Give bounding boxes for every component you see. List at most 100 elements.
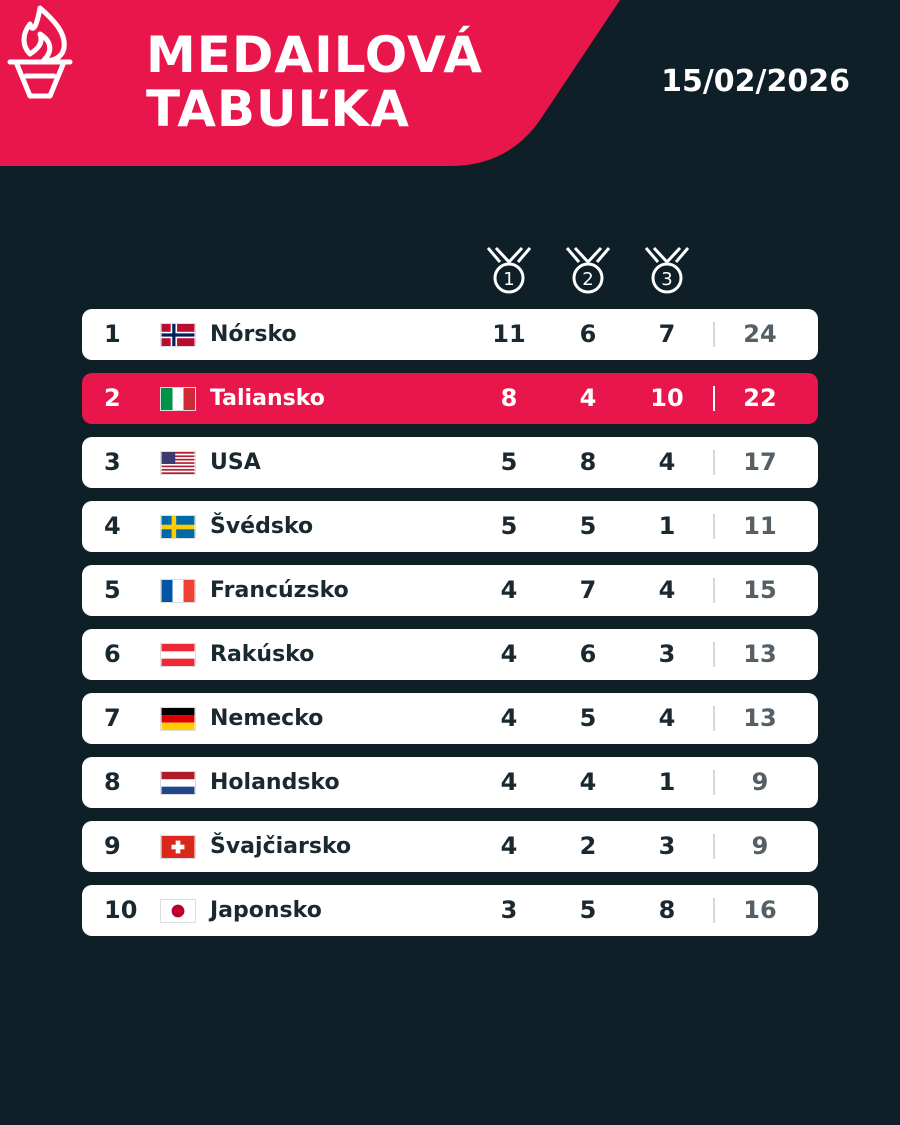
rank: 6 [104,640,121,668]
gold-count: 11 [492,320,526,348]
country-name: Nemecko [210,706,324,731]
table-row: 10 Japonsko 3 5 8 16 [82,885,818,936]
bronze-count: 10 [650,384,684,412]
bronze-count: 8 [658,896,676,924]
sweden-flag-icon [160,515,196,539]
separator [713,770,715,795]
silver-count: 4 [579,768,597,796]
silver-count: 8 [579,448,597,476]
silver-count: 5 [579,512,597,540]
separator [713,706,715,731]
france-flag-icon [160,579,196,603]
separator [713,514,715,539]
gold-count: 4 [500,832,518,860]
rank: 1 [104,320,121,348]
table-row: 8 Holandsko 4 4 1 9 [82,757,818,808]
gold-count: 4 [500,576,518,604]
country-name: USA [210,450,261,475]
country-name: Holandsko [210,770,340,795]
table-row: 9 Švajčiarsko 4 2 3 9 [82,821,818,872]
table-row: 5 Francúzsko 4 7 4 15 [82,565,818,616]
table-row: 7 Nemecko 4 5 4 13 [82,693,818,744]
separator [713,450,715,475]
silver-count: 6 [579,320,597,348]
bronze-count: 4 [658,448,676,476]
silver-medal-icon: 2 [565,246,611,294]
total-count: 13 [743,704,777,732]
rank: 9 [104,832,121,860]
usa-flag-icon [160,451,196,475]
bronze-count: 1 [658,512,676,540]
title-line-2: TABUĽKA [146,80,410,138]
rank: 4 [104,512,121,540]
title-line-1: MEDAILOVÁ [146,26,483,84]
silver-count: 5 [579,704,597,732]
separator [713,322,715,347]
total-count: 22 [743,384,777,412]
header-banner: MEDAILOVÁ TABUĽKA 15/02/2026 [0,0,900,170]
date-label: 15/02/2026 [661,64,850,99]
rank: 7 [104,704,121,732]
total-count: 13 [743,640,777,668]
separator [713,578,715,603]
silver-count: 4 [579,384,597,412]
rank: 8 [104,768,121,796]
medal-number-3: 3 [661,269,672,290]
rank: 5 [104,576,121,604]
table-row: 4 Švédsko 5 5 1 11 [82,501,818,552]
medal-number-1: 1 [503,269,514,290]
country-name: Taliansko [210,386,325,411]
country-name: Švajčiarsko [210,834,352,859]
medal-number-2: 2 [582,269,593,290]
separator [713,898,715,923]
rank: 3 [104,448,121,476]
gold-medal-icon: 1 [486,246,532,294]
table-row: 2 Taliansko 8 4 10 22 [82,373,818,424]
rank: 2 [104,384,121,412]
medal-table: 1 Nórsko 11 6 7 24 2 Taliansko 8 4 10 22… [82,309,818,949]
total-count: 15 [743,576,777,604]
silver-count: 6 [579,640,597,668]
table-row: 6 Rakúsko 4 6 3 13 [82,629,818,680]
country-name: Francúzsko [210,578,349,603]
bronze-count: 1 [658,768,676,796]
country-name: Švédsko [210,514,314,539]
italy-flag-icon [160,387,196,411]
bronze-count: 7 [658,320,676,348]
silver-count: 7 [579,576,597,604]
header-shape [0,0,620,166]
gold-count: 8 [500,384,518,412]
total-count: 17 [743,448,777,476]
gold-count: 4 [500,640,518,668]
separator [713,386,715,411]
japan-flag-icon [160,899,196,923]
bronze-count: 4 [658,704,676,732]
total-count: 9 [751,768,769,796]
country-name: Nórsko [210,322,297,347]
country-name: Rakúsko [210,642,315,667]
table-row: 1 Nórsko 11 6 7 24 [82,309,818,360]
table-row: 3 USA 5 8 4 17 [82,437,818,488]
total-count: 16 [743,896,777,924]
gold-count: 5 [500,512,518,540]
gold-count: 5 [500,448,518,476]
silver-count: 5 [579,896,597,924]
rank: 10 [104,896,138,924]
total-count: 9 [751,832,769,860]
gold-count: 4 [500,768,518,796]
germany-flag-icon [160,707,196,731]
norway-flag-icon [160,323,196,347]
medal-header: 1 2 3 [0,244,900,300]
netherlands-flag-icon [160,771,196,795]
switzerland-flag-icon [160,835,196,859]
bronze-count: 3 [658,640,676,668]
total-count: 24 [743,320,777,348]
bronze-count: 3 [658,832,676,860]
country-name: Japonsko [210,898,322,923]
austria-flag-icon [160,643,196,667]
separator [713,834,715,859]
torch-icon [7,5,73,99]
total-count: 11 [743,512,777,540]
bronze-medal-icon: 3 [644,246,690,294]
gold-count: 4 [500,704,518,732]
